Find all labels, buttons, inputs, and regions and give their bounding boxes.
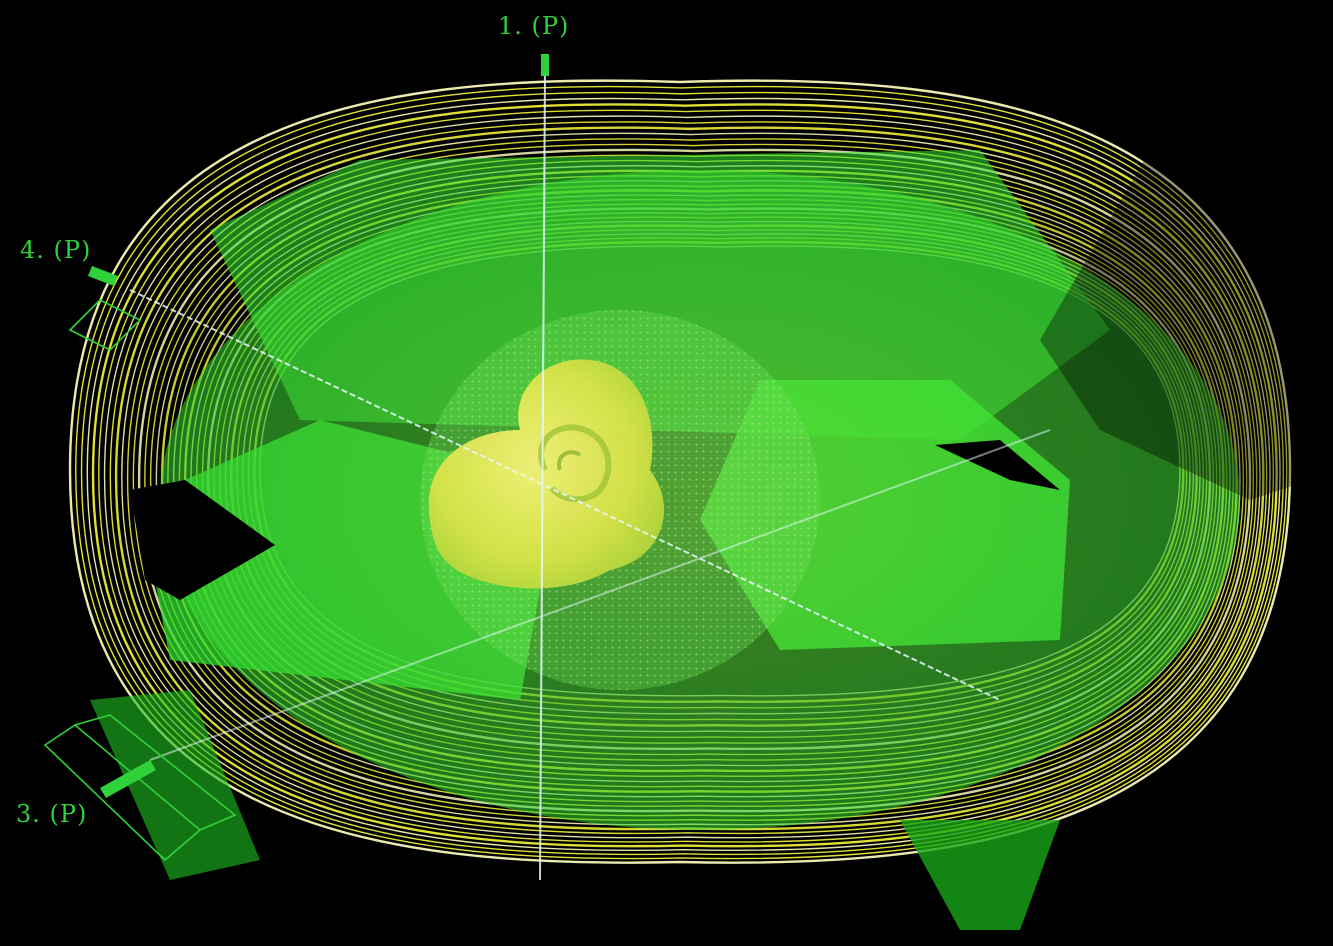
beam-3-marker [100, 760, 156, 798]
beam-3-axis [149, 429, 1051, 761]
body-gaps [130, 150, 1310, 600]
contour-ring [80, 91, 1285, 856]
beam-4-marker [88, 266, 118, 286]
contour-ring [75, 85, 1288, 860]
beam-1-axis [539, 69, 546, 881]
contour-ring [98, 109, 1275, 843]
beam-1-marker [541, 54, 549, 76]
beam-4-axis [129, 289, 1001, 701]
beam-1-label: 1. (P) [498, 12, 569, 40]
beam-axes [129, 69, 1051, 881]
beam-4-label: 4. (P) [20, 236, 91, 264]
contour-ring [126, 138, 1258, 821]
target-volume [428, 359, 665, 589]
beam-3-label: 3. (P) [16, 800, 87, 828]
contour-ring [68, 79, 1292, 864]
contour-ring [86, 97, 1281, 851]
beam-field-lower-left [90, 690, 260, 880]
beam-markers [88, 54, 549, 798]
contour-ring [91, 103, 1278, 848]
contour-ring [114, 126, 1265, 831]
collimator-beam-4 [68, 299, 142, 351]
contour-ring [103, 115, 1271, 839]
beam-field-lower-right [900, 820, 1060, 930]
collimator-boxes [43, 299, 237, 862]
body-interior [160, 170, 1240, 830]
contour-ring [121, 132, 1261, 826]
contour-ring [109, 121, 1268, 835]
